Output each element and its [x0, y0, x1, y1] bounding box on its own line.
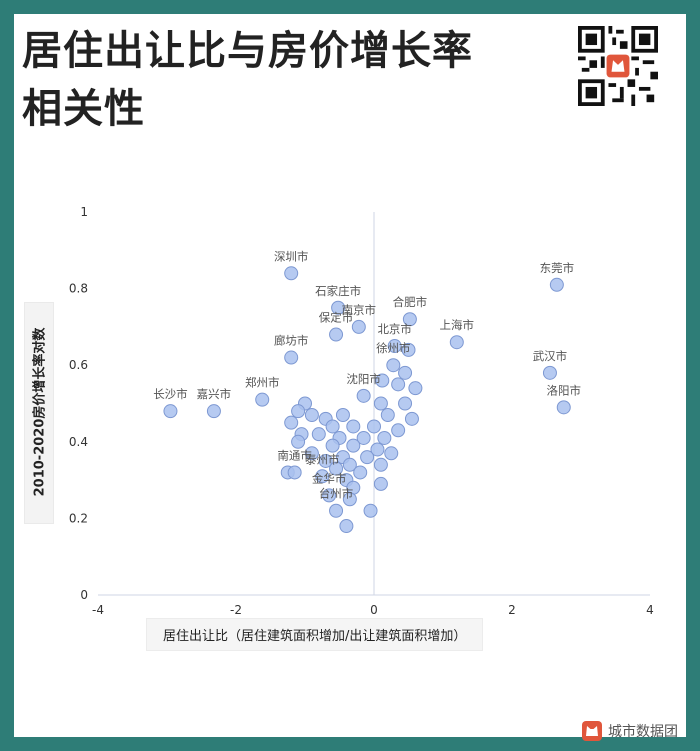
point-label: 东莞市	[540, 261, 575, 275]
y-tick-label: 0.2	[69, 511, 88, 525]
point-label: 洛阳市	[547, 383, 582, 397]
data-point	[318, 453, 333, 468]
y-tick-label: 0.4	[69, 435, 88, 449]
data-point	[363, 503, 378, 518]
data-point	[367, 419, 381, 434]
data-point	[325, 438, 340, 453]
data-point	[329, 461, 344, 476]
point-label: 郑州市	[245, 376, 280, 390]
data-point	[342, 457, 357, 472]
data-point	[386, 358, 401, 373]
x-tick-label: -4	[92, 603, 104, 617]
brand-name: 城市数据团	[608, 724, 678, 740]
data-point	[325, 419, 340, 434]
data-point	[380, 407, 395, 422]
data-point	[373, 476, 388, 491]
data-point	[322, 488, 337, 503]
point-label: 金华市	[312, 471, 347, 485]
data-point	[353, 465, 368, 480]
data-point	[346, 419, 361, 434]
data-point	[346, 438, 361, 453]
point-label: 台州市	[319, 487, 354, 501]
data-point	[356, 430, 371, 445]
data-point	[384, 446, 399, 461]
data-point	[329, 327, 344, 342]
data-point	[398, 396, 413, 411]
data-point	[311, 427, 326, 442]
point-label: 徐州市	[376, 341, 411, 355]
data-point	[356, 388, 371, 403]
data-point	[398, 365, 413, 380]
data-point	[291, 404, 306, 419]
data-point	[373, 396, 388, 411]
data-point	[408, 381, 423, 396]
data-point	[206, 404, 221, 419]
data-point	[163, 404, 178, 419]
data-point	[556, 400, 571, 415]
data-point	[335, 407, 350, 422]
title-line-1: 居住出让比与房价增长率	[22, 28, 473, 74]
data-point	[255, 392, 270, 407]
qr-code-icon	[578, 26, 658, 106]
y-tick-label: 1	[80, 205, 88, 219]
data-point	[284, 415, 299, 430]
data-point	[331, 300, 346, 315]
point-label: 沈阳市	[346, 372, 381, 386]
data-point	[284, 266, 299, 281]
data-point	[404, 411, 419, 426]
data-point	[401, 342, 416, 357]
data-point	[351, 319, 366, 334]
x-tick-label: -2	[230, 603, 242, 617]
page-title: 居住出让比与房价增长率 相关性	[22, 22, 542, 138]
footer-brand: 城市数据团	[582, 721, 678, 741]
x-axis-label: 居住出让比（居住建筑面积增加/出让建筑面积增加）	[146, 618, 484, 651]
point-label: 北京市	[377, 322, 412, 336]
point-label: 廊坊市	[274, 334, 309, 348]
point-label: 武汉市	[533, 349, 568, 363]
y-tick-label: 0.8	[69, 282, 88, 296]
data-point	[329, 503, 344, 518]
data-point	[287, 465, 302, 480]
data-point	[391, 377, 406, 392]
data-point	[284, 350, 299, 365]
data-point	[360, 450, 375, 465]
x-tick-label: 4	[646, 603, 654, 617]
data-point	[449, 335, 464, 350]
point-label: 泰州市	[305, 452, 340, 466]
data-point	[304, 446, 319, 461]
data-point	[342, 492, 357, 507]
data-point	[291, 434, 306, 449]
x-tick-label: 2	[508, 603, 516, 617]
data-point	[373, 457, 388, 472]
data-point	[377, 430, 392, 445]
data-point	[549, 277, 564, 292]
data-point	[304, 407, 319, 422]
data-point	[387, 339, 402, 354]
title-line-2: 相关性	[22, 86, 145, 132]
data-point	[402, 312, 417, 327]
point-label: 合肥市	[393, 295, 428, 309]
point-label: 南通市	[277, 448, 312, 462]
point-label: 上海市	[440, 318, 475, 332]
point-label: 嘉兴市	[197, 387, 232, 401]
data-point	[391, 423, 406, 438]
y-axis-label: 2010-2020房价增长率对数	[32, 327, 48, 497]
point-label: 长沙市	[153, 387, 188, 401]
point-label: 石家庄市	[315, 284, 361, 298]
ylabel-box	[24, 302, 54, 524]
x-tick-label: 0	[370, 603, 378, 617]
y-tick-label: 0.6	[69, 358, 88, 372]
data-point	[542, 365, 557, 380]
point-label: 南京市	[342, 303, 377, 317]
point-label: 保定市	[319, 311, 354, 325]
data-point	[375, 373, 390, 388]
y-tick-label: 0	[80, 588, 88, 602]
data-point	[315, 469, 330, 484]
cat-logo-icon	[582, 721, 602, 741]
point-label: 深圳市	[274, 249, 309, 263]
card	[14, 14, 686, 737]
data-point	[339, 519, 354, 534]
data-point	[370, 442, 385, 457]
